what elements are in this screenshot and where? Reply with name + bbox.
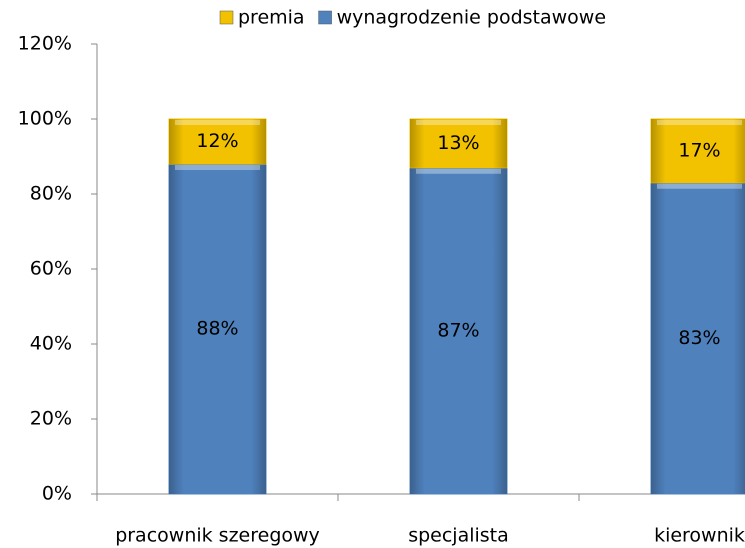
bar-shade [169,119,266,164]
legend-swatch [219,10,234,25]
legend-label: premia [238,7,305,29]
bar-highlight [416,120,501,125]
bar-highlight [175,120,260,125]
data-label: 88% [196,318,238,340]
y-tick-label: 100% [18,108,72,130]
legend-label: wynagrodzenie podstawowe [337,7,606,29]
y-tick-label: 0% [42,483,72,505]
data-label: 17% [678,139,720,161]
bar-shade [410,119,507,168]
bar-shade [651,119,745,183]
x-tick-label: pracownik szeregowy [115,525,320,547]
y-tick-label: 120% [18,33,72,55]
bar-shade [651,182,745,494]
y-tick-label: 80% [30,183,72,205]
data-label: 12% [196,130,238,152]
data-label: 87% [437,319,479,341]
legend-swatch [318,10,332,25]
bar-highlight [657,120,742,125]
y-tick-label: 40% [30,333,72,355]
y-tick-label: 60% [30,258,72,280]
bar-shade [410,167,507,494]
data-label: 13% [437,132,479,154]
bar-highlight [657,183,742,189]
y-tick-label: 20% [30,408,72,430]
data-label: 83% [678,327,720,349]
bar-highlight [175,165,260,170]
x-tick-label: kierownik [654,525,745,547]
bar-shade [169,164,266,494]
bar-highlight [416,168,501,174]
x-tick-label: specjalista [408,525,509,547]
